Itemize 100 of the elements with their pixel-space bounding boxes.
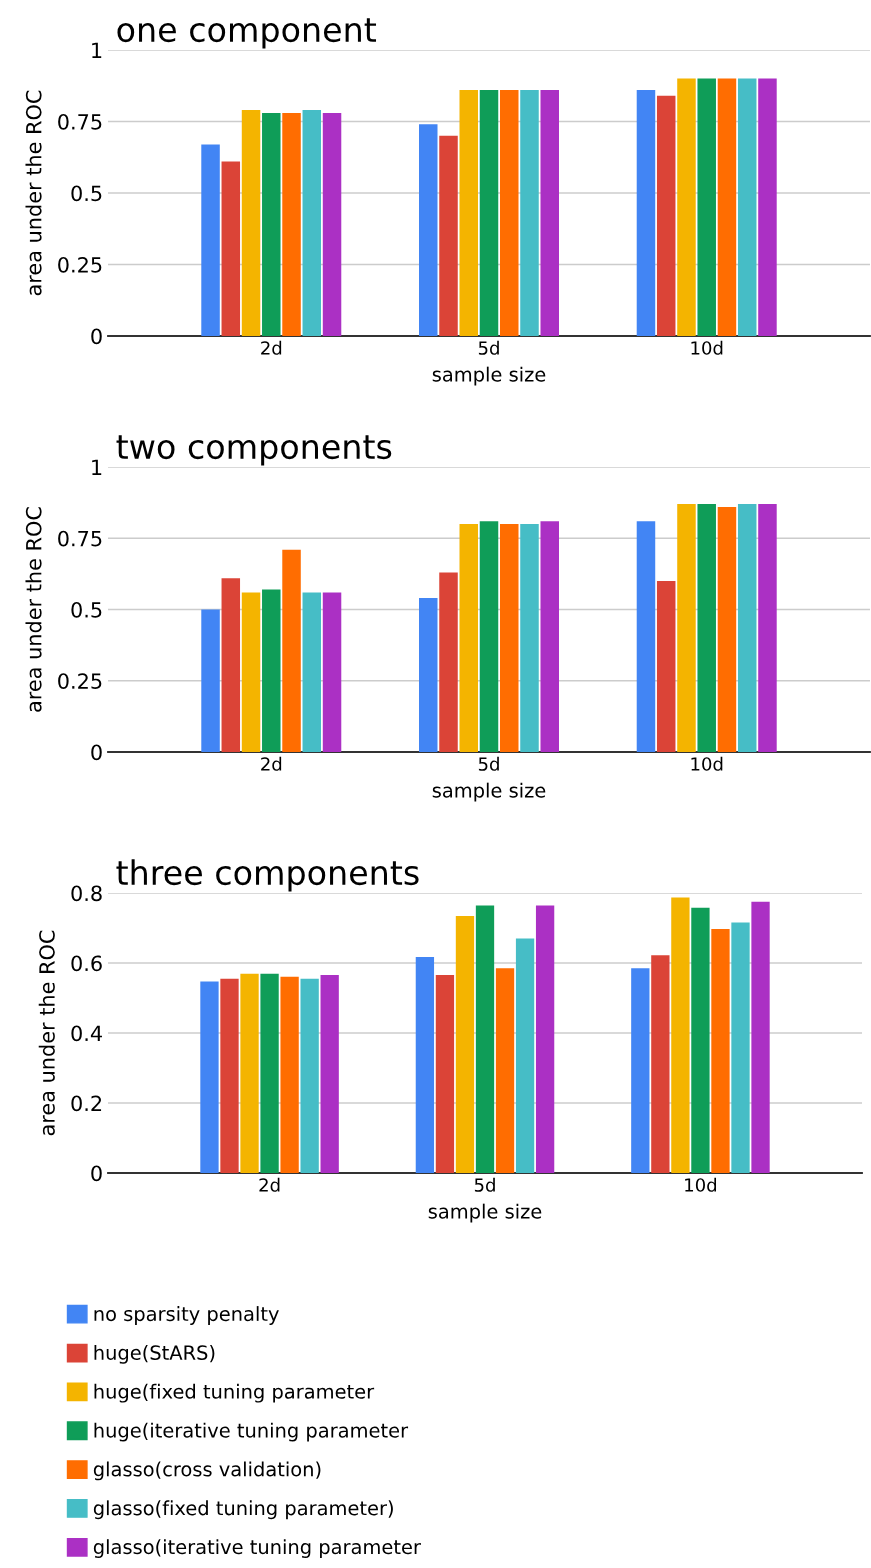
bar xyxy=(737,78,757,336)
x-axis-title: sample size xyxy=(432,366,546,386)
bar xyxy=(302,592,322,752)
x-tick-label: 10d xyxy=(685,1177,717,1192)
bar xyxy=(697,504,716,752)
bar xyxy=(439,572,458,752)
y-tick-label: 1 xyxy=(92,42,102,58)
bar xyxy=(200,981,219,1173)
legend-label: glasso(fixed tuning parameter) xyxy=(93,1500,393,1520)
y-tick-label: 0 xyxy=(91,1165,102,1182)
bar xyxy=(475,905,495,1173)
bar xyxy=(651,955,670,1173)
y-tick-label: 0.5 xyxy=(71,601,102,618)
x-tick-label: 5d xyxy=(478,756,499,771)
bar xyxy=(636,90,656,336)
bar xyxy=(758,504,777,752)
chart-title: one component xyxy=(117,18,377,49)
bar xyxy=(302,110,322,336)
bar xyxy=(691,907,710,1173)
bar xyxy=(300,978,319,1173)
y-tick-label: 0 xyxy=(91,328,102,345)
bar xyxy=(697,78,716,336)
bar xyxy=(731,922,750,1173)
bar xyxy=(631,968,650,1173)
legend-label: glasso(cross validation) xyxy=(93,1461,321,1481)
bar xyxy=(282,112,301,336)
bar xyxy=(220,978,239,1173)
bar xyxy=(201,609,220,752)
bar xyxy=(221,161,241,336)
bar xyxy=(262,112,281,336)
legend-label: huge(StARS) xyxy=(94,1344,215,1364)
bar xyxy=(260,973,279,1173)
bar xyxy=(540,90,559,336)
bar xyxy=(322,112,342,336)
bar xyxy=(241,110,261,336)
y-axis-title: area under the ROC xyxy=(25,507,42,712)
x-tick-label: 5d xyxy=(474,1177,495,1192)
bar xyxy=(677,78,696,336)
bar xyxy=(419,124,438,336)
bar xyxy=(262,589,281,752)
bar xyxy=(520,90,539,336)
legend-label: no sparsity penalty xyxy=(94,1306,279,1325)
bar xyxy=(499,524,519,752)
y-tick-label: 1 xyxy=(92,459,102,475)
x-axis-title: sample size xyxy=(428,1203,542,1223)
bar xyxy=(419,598,438,752)
bar xyxy=(656,95,676,336)
y-tick-label: 0.6 xyxy=(71,955,102,972)
legend-label: huge(iterative tuning parameter xyxy=(94,1422,409,1442)
bar xyxy=(711,929,730,1173)
bar xyxy=(656,581,676,752)
bar xyxy=(415,957,435,1173)
y-tick-label: 0.25 xyxy=(58,673,102,689)
bar xyxy=(535,905,555,1173)
bar xyxy=(717,78,737,336)
bar xyxy=(751,901,770,1173)
bar xyxy=(221,578,241,752)
x-axis-title: sample size xyxy=(432,782,546,802)
bar xyxy=(322,592,342,752)
bar xyxy=(515,938,535,1173)
legend-label: huge(fixed tuning parameter xyxy=(94,1383,375,1403)
x-tick-label: 5d xyxy=(478,340,499,355)
x-tick-label: 2d xyxy=(261,340,282,355)
y-tick-label: 0.75 xyxy=(58,113,102,130)
bar xyxy=(540,521,559,752)
chart-title: two components xyxy=(116,435,392,466)
bar xyxy=(439,135,458,336)
bar xyxy=(671,897,690,1173)
y-tick-label: 0.8 xyxy=(71,885,102,902)
x-tick-label: 2d xyxy=(259,1177,280,1192)
y-tick-label: 0 xyxy=(91,744,102,761)
chart-title: three components xyxy=(116,859,419,892)
bar xyxy=(459,90,479,336)
y-tick-label: 0.25 xyxy=(58,256,102,273)
bar xyxy=(240,973,259,1173)
bar xyxy=(479,521,499,752)
bar xyxy=(479,90,499,336)
bar xyxy=(499,90,519,336)
y-tick-label: 0.2 xyxy=(71,1095,102,1112)
bar xyxy=(758,78,777,336)
bar xyxy=(520,524,539,752)
bar xyxy=(241,592,261,752)
y-tick-label: 0.75 xyxy=(58,530,102,547)
bar xyxy=(435,974,455,1173)
bar xyxy=(717,506,737,752)
y-axis-title: area under the ROC xyxy=(38,930,55,1136)
bar xyxy=(280,976,299,1173)
bar xyxy=(677,504,696,752)
legend-label: glasso(iterative tuning parameter xyxy=(93,1539,421,1558)
bar xyxy=(201,144,220,336)
bar xyxy=(455,916,475,1173)
bar xyxy=(282,549,301,752)
y-tick-label: 0.4 xyxy=(71,1025,102,1042)
y-tick-label: 0.5 xyxy=(71,185,102,202)
bar xyxy=(495,968,515,1173)
bar xyxy=(459,524,479,752)
x-tick-label: 10d xyxy=(691,756,723,771)
x-tick-label: 10d xyxy=(691,340,723,355)
bar xyxy=(737,504,757,752)
y-axis-title: area under the ROC xyxy=(25,90,42,296)
